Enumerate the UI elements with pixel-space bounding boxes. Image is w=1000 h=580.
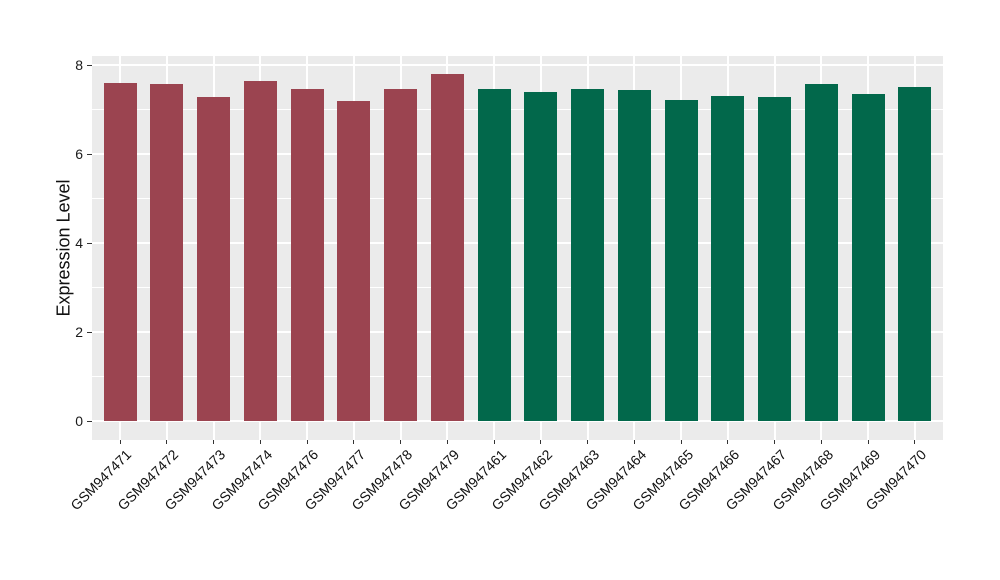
- x-axis-tick: [587, 440, 589, 444]
- bar-GSM947476: [290, 88, 324, 421]
- bar-GSM947477: [337, 101, 371, 421]
- x-axis-tick: [820, 440, 822, 444]
- bar-GSM947473: [197, 96, 231, 421]
- h-gridline-major: [92, 242, 943, 244]
- x-axis-tick: [774, 440, 776, 444]
- y-axis-tick-label: 6: [75, 146, 83, 162]
- x-axis-tick: [446, 440, 448, 444]
- x-axis-tick: [914, 440, 916, 444]
- y-axis-tick: [87, 420, 92, 422]
- bar-GSM947464: [617, 89, 651, 421]
- bar-GSM947468: [804, 83, 838, 421]
- bar-GSM947470: [898, 87, 932, 421]
- bar-GSM947463: [571, 88, 605, 421]
- bar-GSM947472: [150, 83, 184, 421]
- y-axis-tick-label: 2: [75, 324, 83, 340]
- h-gridline-major: [92, 64, 943, 66]
- x-axis-tick: [540, 440, 542, 444]
- bar-GSM947479: [430, 73, 464, 421]
- bar-GSM947478: [384, 89, 418, 421]
- y-axis-tick-label: 8: [75, 57, 83, 73]
- x-axis-tick: [633, 440, 635, 444]
- bar-GSM947461: [477, 89, 511, 421]
- y-axis-tick: [87, 331, 92, 333]
- h-gridline-minor: [92, 376, 943, 377]
- h-gridline-major: [92, 153, 943, 155]
- h-gridline-major: [92, 331, 943, 333]
- bar-GSM947462: [524, 91, 558, 421]
- x-axis-tick: [166, 440, 168, 444]
- x-axis-tick: [353, 440, 355, 444]
- plot-panel: [92, 56, 943, 440]
- bar-GSM947474: [243, 81, 277, 421]
- h-gridline-minor: [92, 109, 943, 110]
- bar-GSM947465: [664, 100, 698, 421]
- y-axis-tick: [87, 153, 92, 155]
- x-axis-tick: [119, 440, 121, 444]
- bar-GSM947467: [758, 97, 792, 421]
- h-gridline-minor: [92, 287, 943, 288]
- h-gridline-minor: [92, 198, 943, 199]
- h-gridline-major: [92, 420, 943, 422]
- x-axis-tick: [727, 440, 729, 444]
- y-axis-tick-label: 4: [75, 235, 83, 251]
- x-axis-tick: [259, 440, 261, 444]
- x-axis-tick: [213, 440, 215, 444]
- x-axis-tick: [680, 440, 682, 444]
- y-axis-tick-label: 0: [75, 413, 83, 429]
- y-axis-tick: [87, 64, 92, 66]
- bar-GSM947469: [851, 94, 885, 421]
- bar-GSM947471: [103, 82, 137, 421]
- x-axis-tick: [400, 440, 402, 444]
- x-axis-tick: [867, 440, 869, 444]
- y-axis-tick: [87, 242, 92, 244]
- bar-GSM947466: [711, 95, 745, 421]
- x-axis-tick: [493, 440, 495, 444]
- x-axis-tick: [306, 440, 308, 444]
